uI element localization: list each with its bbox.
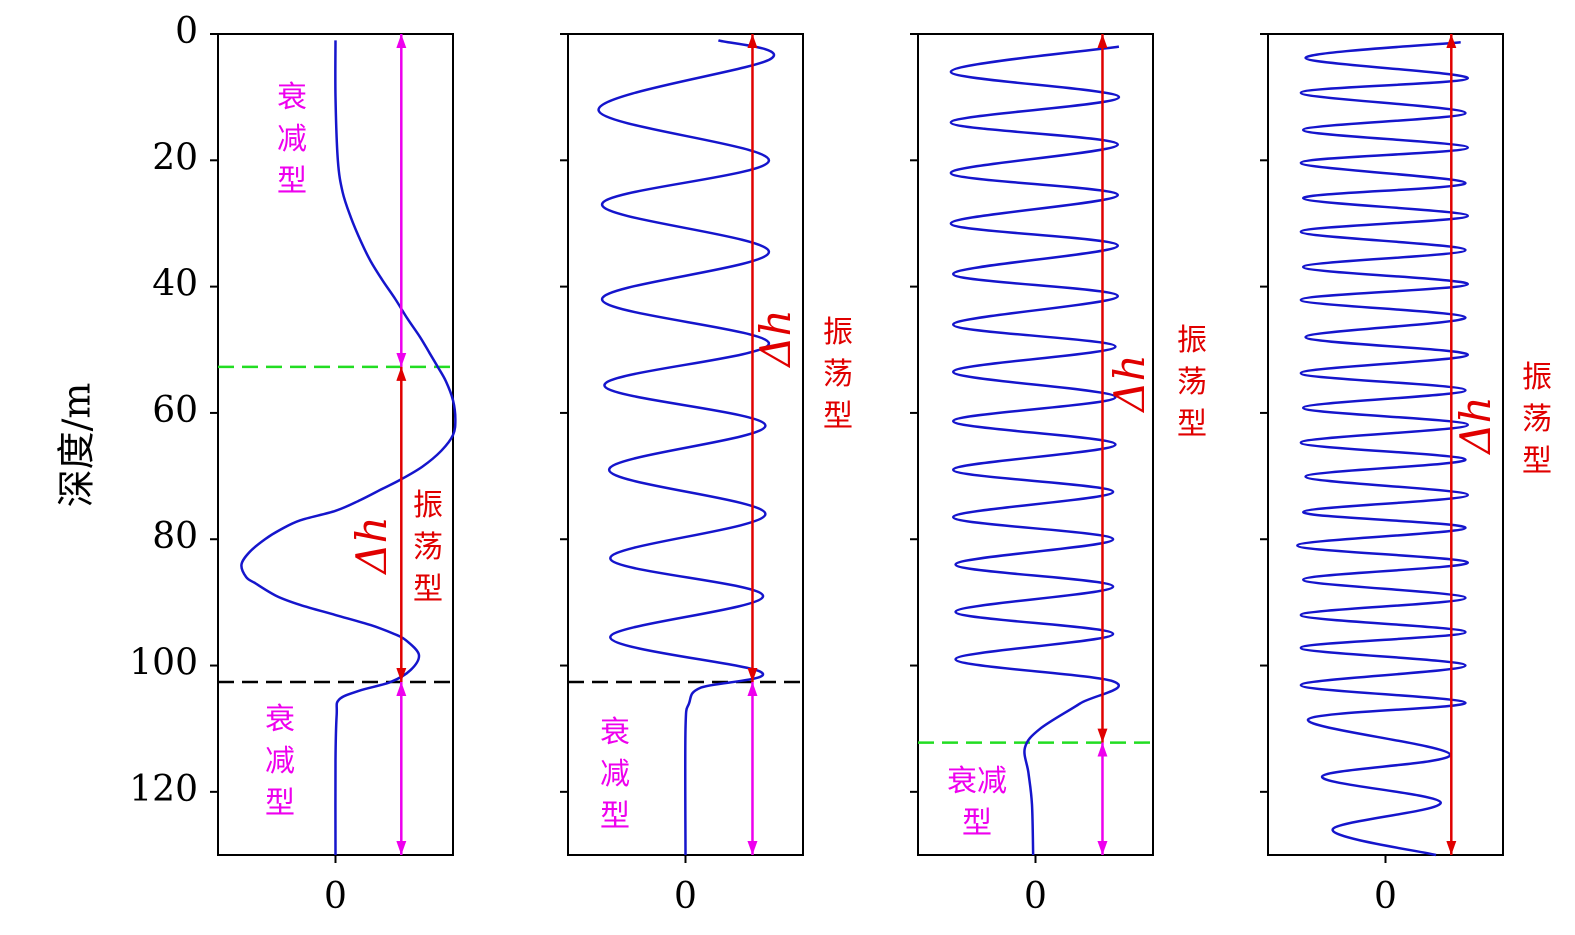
y-tick-label: 120 bbox=[129, 769, 198, 810]
annotation-label: 衰减型 bbox=[277, 80, 307, 199]
y-axis-label: 深度/m bbox=[55, 383, 99, 508]
x-tick-label: 0 bbox=[1024, 876, 1047, 917]
annotation-label: Δh bbox=[1105, 354, 1154, 412]
annotation-label: 振荡型 bbox=[413, 488, 443, 607]
y-tick-label: 60 bbox=[152, 390, 198, 431]
annotation-label: 振荡型 bbox=[1522, 360, 1552, 479]
annotation-label: 衰减型 bbox=[600, 715, 630, 834]
y-tick-label: 20 bbox=[152, 137, 198, 178]
profile-line bbox=[240, 40, 457, 856]
annotation-label: Δh bbox=[1451, 396, 1500, 454]
x-tick-label: 0 bbox=[1374, 876, 1397, 917]
x-tick-label: 0 bbox=[674, 876, 697, 917]
annotation-label: 振荡型 bbox=[823, 315, 853, 434]
x-tick-label: 0 bbox=[324, 876, 347, 917]
y-tick-label: 40 bbox=[152, 264, 198, 305]
annotation-label: 衰减型 bbox=[947, 764, 1007, 841]
profile-line bbox=[949, 45, 1121, 856]
profile-line bbox=[1296, 40, 1470, 857]
annotation-label: 振荡型 bbox=[1177, 323, 1207, 442]
y-tick-label: 80 bbox=[152, 516, 198, 557]
y-tick-label: 100 bbox=[129, 643, 198, 684]
annotation-label: 衰减型 bbox=[265, 702, 295, 821]
annotation-label: Δh bbox=[751, 309, 800, 367]
annotation-label: Δh bbox=[347, 516, 396, 574]
y-tick-label: 0 bbox=[175, 11, 198, 52]
